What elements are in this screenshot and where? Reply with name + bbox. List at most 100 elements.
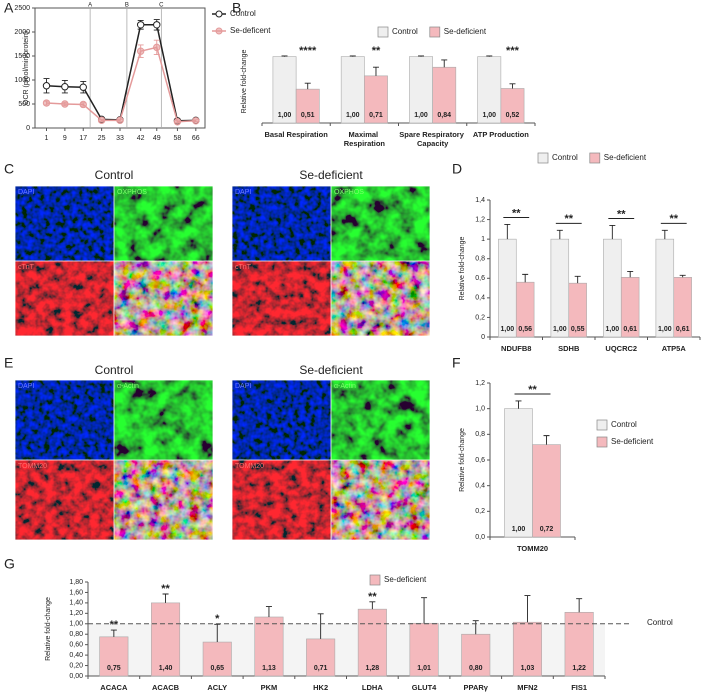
value-label: 0,61 <box>676 326 690 333</box>
bar <box>655 238 675 338</box>
channel-label: α-Actin <box>334 383 356 390</box>
point <box>153 43 161 52</box>
micrograph-signal <box>15 261 114 336</box>
legend-swatch <box>377 26 389 38</box>
x-tick-label: ACLY <box>207 683 227 692</box>
plot-frame <box>34 7 206 129</box>
x-tick-label: Maximal Respiration <box>344 130 386 148</box>
y-tick-label: 0 <box>481 334 485 341</box>
bar <box>306 638 336 677</box>
micrograph-signal <box>232 380 331 460</box>
y-tick-label: 0,6 <box>475 457 485 464</box>
y-tick-label: 1,0 <box>475 406 485 413</box>
x-tick-label: UQCRC2 <box>605 344 637 353</box>
point <box>153 21 161 29</box>
channel-label: cTnT <box>235 264 252 271</box>
bar <box>461 633 491 677</box>
legend-swatch <box>589 152 601 164</box>
x-tick-label: ACACB <box>152 683 180 692</box>
channel-label: OXPHOS <box>334 189 364 196</box>
panel-letter: G <box>4 556 15 572</box>
value-label: 0,84 <box>437 112 451 119</box>
x-tick-label: ATP Production <box>473 130 529 139</box>
point <box>42 99 51 107</box>
y-tick-label: 0,00 <box>69 673 83 680</box>
x-tick-label: 25 <box>98 135 106 142</box>
y-tick-label: 1,00 <box>69 621 83 628</box>
value-label: 1,00 <box>606 326 620 333</box>
x-tick-label: SDHB <box>558 344 580 353</box>
y-tick-label: 0,60 <box>69 642 83 649</box>
image-title: Control <box>95 168 134 182</box>
micrograph-signal <box>15 186 114 261</box>
error-bar <box>661 229 668 240</box>
value-label: 1,13 <box>262 665 276 672</box>
x-tick-label: 58 <box>174 135 182 142</box>
micrograph-signal <box>232 186 331 261</box>
value-label: 1,22 <box>572 665 586 672</box>
value-label: 0,71 <box>369 112 383 119</box>
channel-label: DAPI <box>18 383 34 390</box>
error-bar <box>372 66 379 76</box>
channel-label: cTnT <box>18 264 35 271</box>
micrograph-signal <box>114 186 213 261</box>
micrograph-signal <box>232 460 331 540</box>
value-label: 1,00 <box>414 112 428 119</box>
x-tick-label: 66 <box>192 135 200 142</box>
micrograph-signal <box>114 380 213 460</box>
value-label: 1,00 <box>512 526 526 533</box>
y-tick-label: 1,2 <box>475 380 485 387</box>
image-title: Se-deficient <box>299 363 363 377</box>
value-label: 1,03 <box>521 665 535 672</box>
y-tick-label: 0 <box>26 125 30 132</box>
point <box>97 116 106 125</box>
error-bar <box>162 593 169 603</box>
x-tick-label: 17 <box>79 135 87 142</box>
error-bar <box>679 274 686 278</box>
value-label: 0,75 <box>107 665 121 672</box>
y-tick-label: 2000 <box>14 29 30 36</box>
value-label: 1,00 <box>482 112 496 119</box>
y-axis-label: Relative fold-change <box>45 597 52 661</box>
y-tick-label: 0,8 <box>475 256 485 263</box>
x-tick-label: ACACA <box>100 683 128 692</box>
error-bar <box>265 606 272 617</box>
y-axis-label: Relative fold-change <box>459 428 466 492</box>
bar <box>498 238 517 338</box>
y-tick-label: 1,2 <box>475 216 485 223</box>
legend-marker <box>215 10 223 18</box>
significance-label: ** <box>512 207 521 219</box>
y-tick-label: 500 <box>18 101 30 108</box>
channel-label: TOMM20 <box>235 463 264 470</box>
y-tick-label: 1,4 <box>475 197 485 204</box>
significance-label: **** <box>299 45 317 57</box>
micrograph-signal <box>114 460 213 540</box>
panel-letter: A <box>4 0 14 16</box>
y-axis-label: Relative fold-change <box>241 49 248 113</box>
y-tick-label: 0,40 <box>69 652 83 659</box>
legend-label: Control <box>392 27 418 36</box>
error-bar <box>522 273 529 283</box>
x-tick-label: Spare Respiratory Capacity <box>399 130 466 148</box>
x-tick-label: FIS1 <box>571 683 587 692</box>
x-tick-label: ATP5A <box>662 344 687 353</box>
x-tick-label: LDHA <box>362 683 383 692</box>
error-bar <box>556 229 563 240</box>
micrograph-signal <box>232 261 331 336</box>
error-bar <box>441 59 448 68</box>
error-bar <box>349 55 356 57</box>
error-bar <box>317 613 324 639</box>
annotation-label: B <box>125 3 129 9</box>
legend-swatch <box>596 419 608 431</box>
error-bar <box>543 435 550 445</box>
channel-label: DAPI <box>18 189 34 196</box>
micrograph-signal <box>15 460 114 540</box>
y-tick-label: 1,60 <box>69 589 83 596</box>
value-label: 1,00 <box>553 326 567 333</box>
point <box>116 116 124 125</box>
image-title: Control <box>95 363 134 377</box>
y-tick-label: 0,4 <box>475 295 485 302</box>
bar <box>409 622 439 677</box>
point <box>79 83 87 91</box>
value-label: 0,51 <box>301 112 315 119</box>
